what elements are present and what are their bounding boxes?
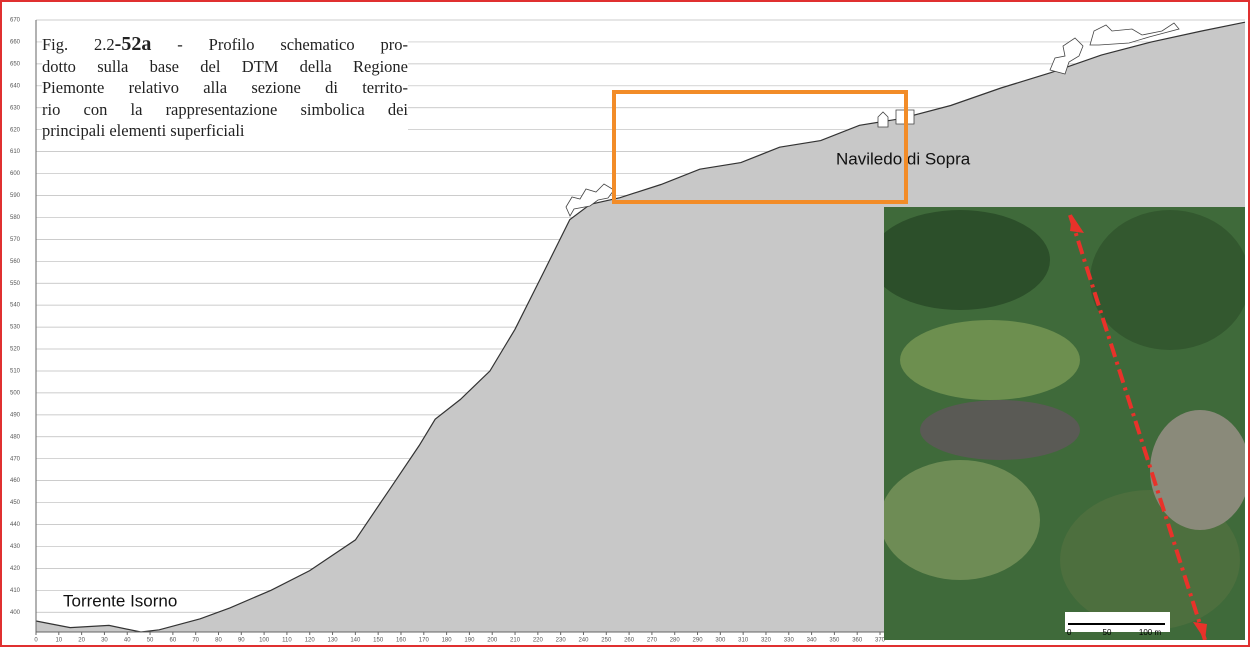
x-tick-label: 50: [147, 638, 154, 644]
y-tick-label: 520: [10, 347, 21, 353]
y-tick-label: 590: [10, 193, 21, 199]
caption-fig: Fig. 2.2: [42, 35, 115, 54]
x-tick-label: 180: [442, 638, 453, 644]
y-tick-label: 560: [10, 259, 21, 265]
caption-line: principali elementi superficiali: [42, 120, 408, 142]
y-tick-label: 610: [10, 149, 21, 155]
y-tick-label: 580: [10, 215, 21, 221]
scale-label: 0: [1067, 628, 1072, 637]
x-tick-label: 160: [396, 638, 407, 644]
y-tick-label: 630: [10, 105, 21, 111]
x-tick-label: 0: [34, 638, 38, 644]
aerial-photo: [870, 207, 1250, 640]
y-tick-label: 600: [10, 171, 21, 177]
y-tick-label: 440: [10, 522, 21, 528]
x-tick-label: 350: [829, 638, 840, 644]
y-tick-label: 470: [10, 456, 21, 462]
y-tick-label: 540: [10, 303, 21, 309]
x-tick-label: 220: [533, 638, 544, 644]
x-tick-label: 330: [784, 638, 795, 644]
x-tick-label: 190: [464, 638, 475, 644]
x-tick-label: 280: [670, 638, 681, 644]
y-tick-label: 410: [10, 588, 21, 594]
y-tick-label: 620: [10, 127, 21, 133]
x-tick-label: 60: [170, 638, 177, 644]
x-tick-label: 20: [78, 638, 85, 644]
y-tick-label: 670: [10, 18, 21, 24]
y-tick-label: 450: [10, 500, 21, 506]
x-tick-label: 250: [601, 638, 612, 644]
y-tick-label: 460: [10, 478, 21, 484]
x-tick-label: 200: [487, 638, 498, 644]
annotation: Torrente Isorno: [63, 591, 177, 610]
y-tick-label: 570: [10, 237, 21, 243]
x-tick-label: 80: [215, 638, 222, 644]
y-tick-label: 420: [10, 566, 21, 572]
x-tick-label: 170: [419, 638, 430, 644]
x-tick-label: 240: [578, 638, 589, 644]
y-tick-label: 660: [10, 40, 21, 46]
x-tick-label: 140: [350, 638, 361, 644]
x-tick-label: 310: [738, 638, 749, 644]
x-tick-label: 300: [715, 638, 726, 644]
x-tick-label: 230: [556, 638, 567, 644]
x-tick-label: 130: [328, 638, 339, 644]
page: {"chart_data": {"type": "area", "caption…: [0, 0, 1250, 647]
caption: Fig. 2.2-52a - Profilo schematico pro- d…: [42, 34, 408, 142]
x-tick-label: 110: [282, 638, 292, 644]
x-tick-label: 270: [647, 638, 658, 644]
x-tick-label: 120: [305, 638, 316, 644]
x-tick-label: 260: [624, 638, 635, 644]
x-tick-label: 70: [192, 638, 199, 644]
x-tick-label: 360: [852, 638, 863, 644]
x-tick-label: 150: [373, 638, 384, 644]
y-tick-label: 480: [10, 434, 21, 440]
y-tick-label: 490: [10, 412, 21, 418]
y-tick-label: 640: [10, 83, 21, 89]
x-tick-label: 10: [55, 638, 62, 644]
x-tick-label: 90: [238, 638, 245, 644]
x-tick-label: 320: [761, 638, 772, 644]
y-tick-label: 530: [10, 325, 21, 331]
x-tick-label: 100: [259, 638, 270, 644]
x-tick-label: 340: [807, 638, 818, 644]
x-tick-label: 290: [693, 638, 704, 644]
caption-line: - Profilo schematico pro-: [151, 35, 408, 54]
x-tick-label: 30: [101, 638, 108, 644]
caption-line: rio con la rappresentazione simbolica de…: [42, 99, 408, 121]
scale-label: 100 m: [1139, 628, 1162, 637]
y-tick-label: 510: [10, 369, 21, 375]
y-tick-label: 650: [10, 61, 21, 67]
x-tick-label: 210: [510, 638, 521, 644]
caption-number: -52a: [115, 33, 152, 55]
scale-label: 50: [1103, 628, 1112, 637]
y-tick-label: 550: [10, 281, 21, 287]
annotation: Naviledo di Sopra: [836, 149, 971, 168]
y-tick-label: 500: [10, 390, 21, 396]
x-tick-label: 40: [124, 638, 131, 644]
caption-line: Piemonte relativo alla sezione di territ…: [42, 77, 408, 99]
y-tick-label: 400: [10, 610, 21, 616]
caption-line: dotto sulla base del DTM della Regione: [42, 56, 408, 78]
y-tick-label: 430: [10, 544, 21, 550]
